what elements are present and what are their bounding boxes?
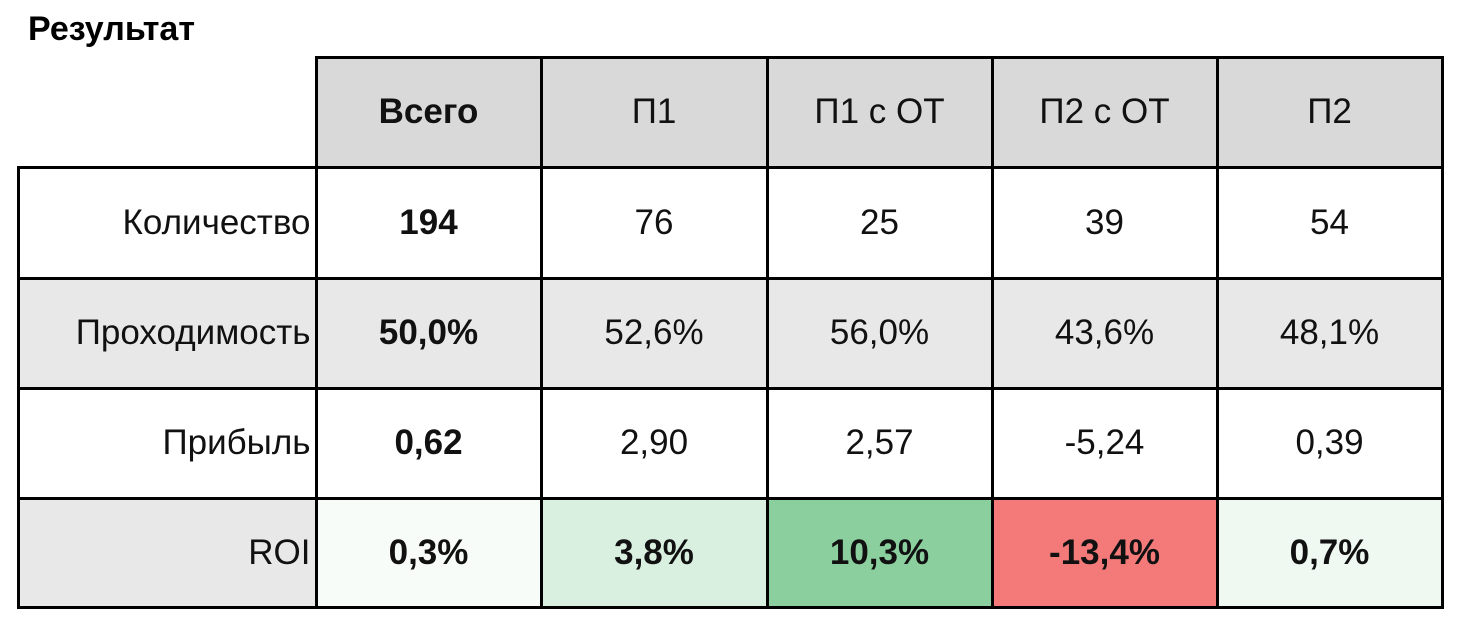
title: Результат <box>28 10 195 48</box>
table-cell: 76 <box>539 165 769 280</box>
table-cell: Количество <box>16 165 318 280</box>
table-cell: 0,62 <box>314 386 543 500</box>
table-cell: 39 <box>990 165 1219 280</box>
table-cell: 2,57 <box>765 386 994 500</box>
table-cell: 25 <box>765 165 994 280</box>
table-cell: ROI <box>16 496 318 609</box>
table-cell: Всего <box>314 55 543 169</box>
table-cell: 0,7% <box>1215 496 1444 609</box>
table-cell: 0,39 <box>1215 386 1444 500</box>
table-cell: П1 с ОТ <box>765 55 994 169</box>
table-cell: -13,4% <box>990 496 1219 609</box>
table-cell: П2 с ОТ <box>990 55 1219 169</box>
table-cell: 50,0% <box>314 276 543 390</box>
table-cell: 43,6% <box>990 276 1219 390</box>
table-cell: 54 <box>1215 165 1444 280</box>
table-cell: 2,90 <box>539 386 769 500</box>
table-cell: 0,3% <box>314 496 543 609</box>
table-cell: 56,0% <box>765 276 994 390</box>
table-cell: 10,3% <box>765 496 994 609</box>
table-cell: 52,6% <box>539 276 769 390</box>
table-cell: 194 <box>314 165 543 280</box>
table-cell: -5,24 <box>990 386 1219 500</box>
table-cell: П1 <box>539 55 769 169</box>
table-cell: 48,1% <box>1215 276 1444 390</box>
table-cell: П2 <box>1215 55 1444 169</box>
table-cell: Проходимость <box>16 276 318 390</box>
table-cell: 3,8% <box>539 496 769 609</box>
table-cell: Прибыль <box>16 386 318 500</box>
